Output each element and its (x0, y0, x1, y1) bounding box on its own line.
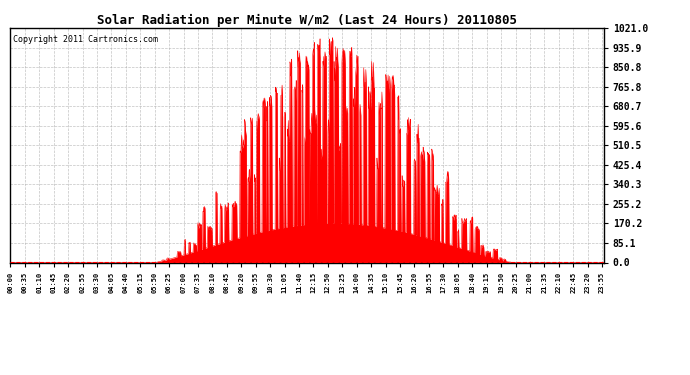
Text: Copyright 2011 Cartronics.com: Copyright 2011 Cartronics.com (13, 35, 158, 44)
Title: Solar Radiation per Minute W/m2 (Last 24 Hours) 20110805: Solar Radiation per Minute W/m2 (Last 24… (97, 14, 517, 27)
